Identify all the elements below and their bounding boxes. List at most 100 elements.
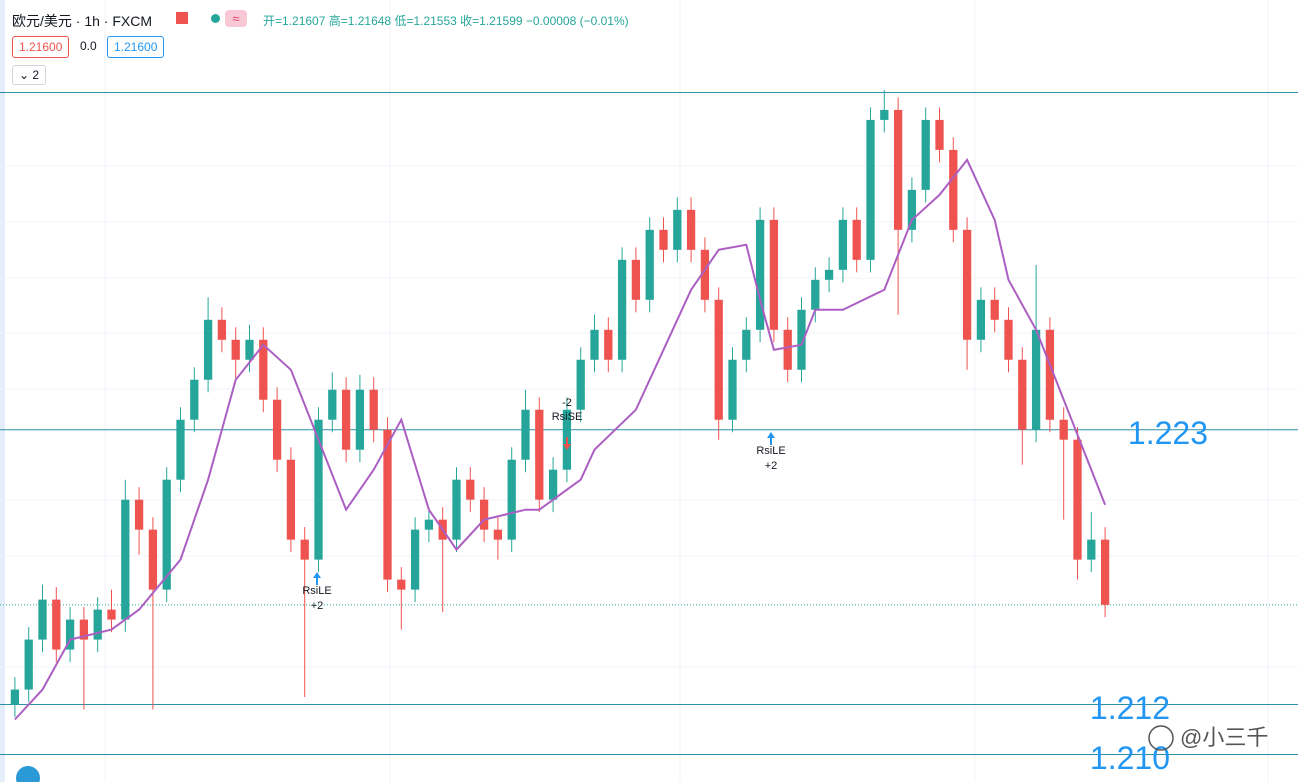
level-label: 1.210 (1090, 740, 1170, 776)
candle-body (479, 499, 489, 530)
left-strip (0, 0, 5, 782)
candle-body (949, 149, 958, 230)
candle-body (535, 409, 544, 500)
candle-body (755, 219, 765, 330)
candle-body (604, 329, 613, 360)
candle-body (797, 309, 806, 370)
candle-body (162, 479, 171, 590)
candle-body (314, 419, 323, 560)
candle-body (300, 539, 309, 560)
candle-body (259, 339, 268, 400)
signal-label: RsiLE (756, 445, 785, 457)
candle-body (355, 389, 365, 450)
candle-body (866, 119, 875, 260)
candle-body (148, 529, 158, 590)
candle-body (990, 299, 999, 320)
candle-body (1100, 539, 1110, 605)
candle-body (245, 339, 254, 360)
candle-body (617, 259, 627, 360)
candle-body (24, 639, 33, 690)
watermark-icon (1148, 725, 1174, 751)
candle-body (493, 529, 503, 540)
candle-body (286, 459, 296, 540)
moving-average (14, 157, 1107, 721)
candle-body (659, 229, 668, 250)
candle-body (410, 529, 420, 590)
candle-body (852, 219, 861, 260)
sell-button[interactable]: 1.21600 (12, 36, 70, 58)
candle-body (93, 609, 102, 640)
candle-body (838, 219, 848, 270)
candle-body (548, 469, 558, 500)
level-label: 1.223 (1128, 415, 1208, 451)
candle-body (1073, 439, 1082, 560)
candle-body (272, 399, 282, 460)
candle-body (728, 359, 737, 420)
symbol-title: 欧元/美元 · 1h · FXCM (12, 13, 153, 29)
signal-arrow (767, 432, 775, 445)
candle-body (231, 339, 240, 360)
signal-qty: +2 (765, 460, 778, 472)
candle-body (1004, 319, 1013, 360)
candle-body (466, 479, 475, 500)
candle-body (65, 619, 75, 650)
candle-body (1045, 329, 1055, 420)
indicator-count: 2 (32, 68, 40, 82)
candle-body (369, 389, 378, 430)
candle-body (328, 389, 337, 420)
candle-body (397, 579, 406, 590)
candle-body (769, 219, 779, 330)
candle-body (107, 609, 116, 620)
candle-body (1031, 329, 1041, 430)
candle-body (893, 109, 903, 230)
candle-body (824, 269, 834, 280)
candle-body (645, 229, 654, 300)
signal-arrow (563, 437, 571, 450)
candle-body (79, 619, 89, 640)
candle-body (976, 299, 986, 340)
candle-body (673, 209, 682, 250)
candle-body (1018, 359, 1027, 430)
candle-body (962, 229, 972, 340)
candle-body (921, 119, 930, 190)
candle-body (176, 419, 185, 480)
candle-body (714, 299, 723, 420)
candle-body (907, 189, 917, 230)
candle-body (811, 279, 820, 310)
candle-body (590, 329, 599, 360)
candle-body (631, 259, 641, 300)
candle-body (686, 209, 696, 250)
candle-body (507, 459, 516, 540)
candle-body (121, 499, 130, 620)
status-badge: ≈ (225, 10, 247, 27)
level-label: 1.212 (1090, 690, 1170, 726)
flag-icon[interactable] (176, 12, 188, 24)
buy-button[interactable]: 1.21600 (107, 36, 165, 58)
candle-body (576, 359, 585, 410)
candle-body (424, 519, 434, 530)
candle-body (341, 389, 351, 450)
candle-body (1087, 539, 1096, 560)
candle-body (52, 599, 61, 650)
candle-body (217, 319, 227, 340)
candle-body (10, 689, 20, 705)
candle-body (700, 249, 710, 300)
signal-qty: +2 (311, 600, 324, 612)
signal-qty: -2 (562, 397, 572, 409)
spread: 0.0 (80, 39, 97, 53)
candle-body (38, 599, 47, 640)
candle-body (452, 479, 461, 540)
candle-body (190, 379, 199, 420)
candle-body (880, 109, 889, 120)
candle-body (783, 329, 792, 370)
indicator-toggle[interactable]: ⌄ 2 (12, 65, 47, 85)
ohlc-legend: 开=1.21607 高=1.21648 低=1.21553 收=1.21599 … (263, 14, 629, 28)
candle-body (742, 329, 751, 360)
candle-body (134, 499, 144, 530)
signal-arrow (313, 572, 321, 585)
candle-body (383, 429, 392, 580)
candle-body (1059, 419, 1068, 440)
